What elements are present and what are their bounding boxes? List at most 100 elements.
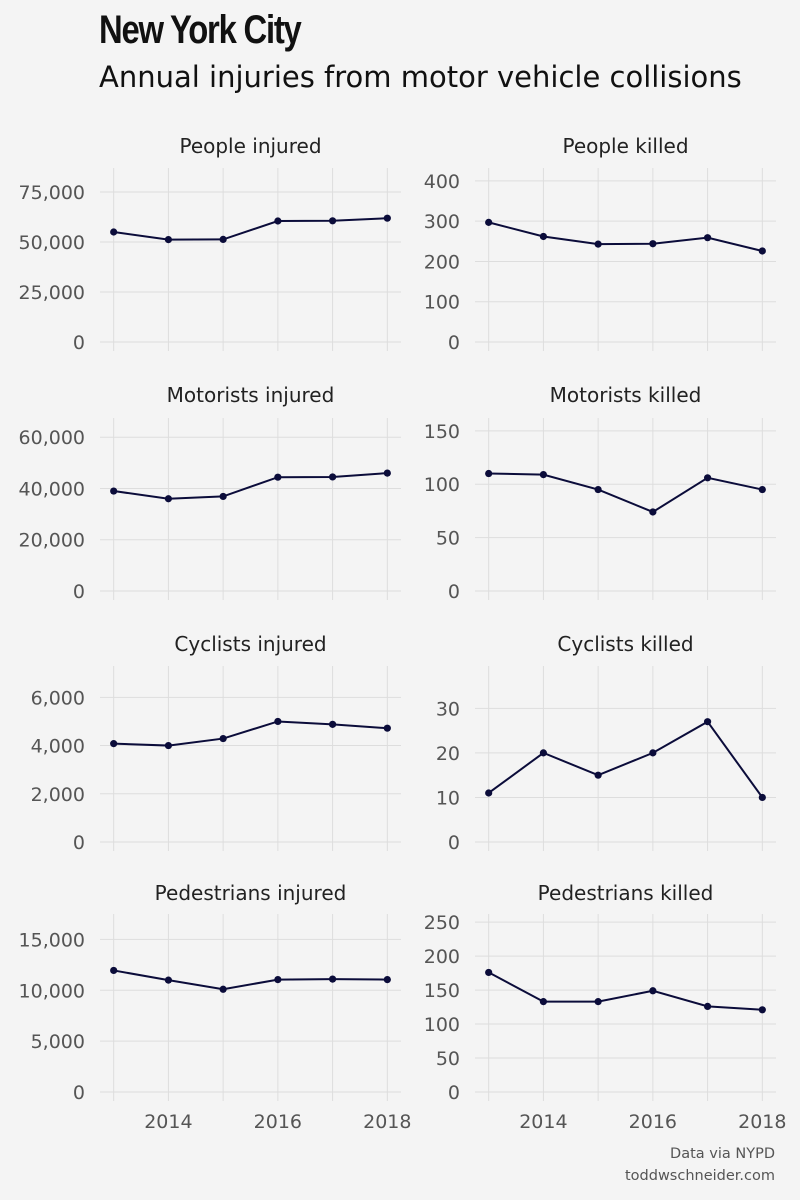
panel-8-data-point (758, 1006, 766, 1014)
caption-site: toddwschneider.com (624, 1168, 775, 1184)
panel-5-ytick-label: 2,000 (31, 784, 85, 806)
panel-1-ytick-label: 75,000 (19, 182, 85, 204)
panel-8-data-point (594, 998, 602, 1006)
panel-3-data-point (328, 473, 337, 481)
panel-1-series-line (113, 217, 388, 241)
panel-4-title: Motorists killed (550, 383, 702, 407)
panel-4-ytick-label: 0 (448, 581, 460, 603)
panel-2-ytick-label: 300 (424, 211, 460, 233)
panel-3-series-line (113, 472, 388, 500)
panel-8-xtick-label: 2014 (519, 1111, 567, 1133)
panel-7-title: Pedestrians injured (155, 881, 347, 905)
panel-2-data-point (649, 240, 657, 248)
panel-6-series-line (488, 720, 764, 799)
panel-1-data-point (110, 228, 118, 236)
panel-1-data-point (328, 217, 337, 225)
panel-8-ytick-label: 0 (448, 1082, 460, 1104)
panel-7-data-point (219, 985, 227, 993)
panel-3-data-point (110, 487, 118, 495)
panel-1-data-point (219, 235, 227, 243)
panel-6-ytick-label: 0 (448, 832, 460, 854)
panel-6-data-point (649, 749, 657, 757)
panel-8-data-point (703, 1002, 712, 1010)
panel-3-ytick-label: 60,000 (19, 427, 85, 449)
panel-6-ytick-label: 30 (436, 698, 460, 720)
panel-2-ytick-label: 100 (424, 292, 460, 314)
panel-7-ytick-label: 5,000 (31, 1031, 85, 1053)
panel-2-ytick-label: 400 (424, 171, 460, 193)
panel-8-title: Pedestrians killed (538, 881, 714, 905)
panel-6-data-point (758, 793, 766, 802)
panel-5-data-point (219, 734, 227, 743)
panel-4-data-point (485, 469, 493, 478)
panel-7-ytick-label: 0 (73, 1082, 85, 1104)
panel-6-title: Cyclists killed (557, 632, 693, 656)
panel-8-xtick-label: 2018 (738, 1111, 786, 1133)
panel-4-data-point (703, 474, 712, 482)
panel-7-ytick-label: 10,000 (19, 980, 85, 1002)
panel-3-ytick-label: 40,000 (19, 478, 85, 500)
panel-2-series-line (488, 221, 763, 252)
panel-5-ytick-label: 0 (73, 832, 85, 854)
panel-3-data-point (219, 492, 227, 501)
panel-7-series-line (113, 969, 388, 991)
panel-4-series-line (488, 472, 763, 514)
panel-6-data-point (703, 718, 712, 726)
panel-2-data-point (703, 234, 712, 242)
panel-8-series-line (488, 971, 763, 1011)
panel-8-data-point (649, 987, 657, 995)
panel-5-ytick-label: 4,000 (31, 736, 85, 758)
panel-2-data-point (539, 232, 548, 241)
panel-1-ytick-label: 50,000 (19, 232, 85, 254)
panel-8-xtick-label: 2016 (629, 1111, 677, 1133)
panel-2-data-point (485, 218, 493, 226)
panel-5-series-line (113, 720, 388, 747)
chart-subtitle: Annual injuries from motor vehicle colli… (99, 60, 742, 94)
panel-3-data-point (383, 469, 391, 477)
panel-6-data-point (539, 749, 548, 757)
panel-7-xtick-label: 2016 (254, 1111, 302, 1133)
panel-8-ytick-label: 150 (424, 980, 460, 1002)
panel-4-data-point (758, 485, 766, 494)
panel-6-ytick-label: 10 (436, 787, 460, 809)
panel-4-ytick-label: 50 (436, 528, 460, 550)
panel-7-xtick-label: 2014 (144, 1111, 192, 1133)
panel-7-data-point (274, 976, 282, 984)
panel-2-data-point (758, 247, 766, 255)
caption-source: Data via NYPD (670, 1146, 775, 1162)
panel-3-title: Motorists injured (167, 383, 335, 407)
panel-4-data-point (539, 470, 548, 479)
panel-7-xtick-label: 2018 (363, 1111, 411, 1133)
panel-8-ytick-label: 200 (424, 946, 460, 968)
panel-1-ytick-label: 25,000 (19, 282, 85, 304)
panel-5-data-point (328, 720, 337, 728)
panel-6-data-point (594, 771, 602, 779)
chart-title: New York City (99, 8, 302, 52)
panel-7-data-point (164, 976, 173, 984)
panel-4-data-point (649, 508, 657, 516)
panel-7-data-point (383, 976, 391, 984)
panel-2-ytick-label: 200 (424, 251, 460, 273)
panel-1-data-point (164, 236, 173, 244)
panel-5-ytick-label: 6,000 (31, 687, 85, 709)
panel-1-data-point (274, 217, 282, 225)
panel-5-title: Cyclists injured (174, 632, 326, 656)
panel-5-data-point (110, 740, 118, 748)
panel-5-data-point (164, 741, 173, 750)
panel-3-data-point (274, 473, 282, 481)
panel-6-ytick-label: 20 (436, 743, 460, 765)
panel-8-ytick-label: 50 (436, 1048, 460, 1070)
panel-4-ytick-label: 150 (424, 421, 460, 443)
panel-8-data-point (485, 968, 493, 977)
panel-3-ytick-label: 0 (73, 581, 85, 603)
panel-8-ytick-label: 250 (424, 912, 460, 934)
panel-3-ytick-label: 20,000 (19, 530, 85, 552)
panel-1-data-point (383, 214, 391, 222)
panel-2-title: People killed (562, 134, 688, 158)
panel-2-ytick-label: 0 (448, 332, 460, 354)
panel-5-data-point (274, 717, 282, 726)
panel-7-data-point (328, 975, 337, 983)
panel-4-ytick-label: 100 (424, 474, 460, 496)
panel-6-data-point (485, 789, 493, 797)
